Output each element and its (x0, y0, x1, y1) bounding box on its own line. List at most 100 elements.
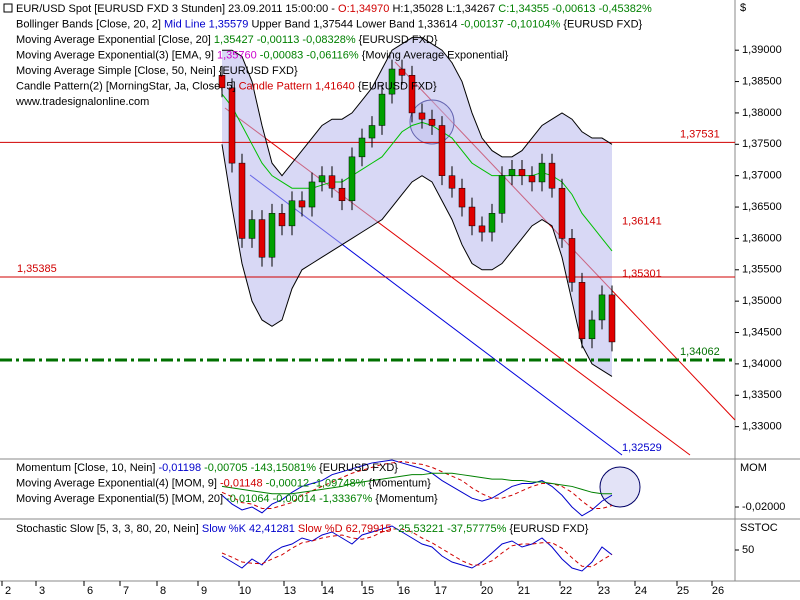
candle-body (588, 319, 596, 340)
legend-line: Candle Pattern(2) [MorningStar, Ja, Clos… (16, 80, 437, 92)
candle-body (478, 225, 486, 233)
candle-body (258, 219, 266, 258)
candle-body (318, 175, 326, 183)
candle-body (338, 187, 346, 202)
y-tick-label: 1,37500 (742, 138, 782, 150)
level-label: 1,32529 (622, 442, 662, 454)
legend-text: -0,01064 -0,00014 -1,33367% (226, 493, 372, 505)
legend-text: Moving Average Exponential [Close, 20] (16, 34, 214, 46)
y-tick-label: 50 (742, 544, 754, 556)
legend-text: -0,00137 -0,10104% (461, 18, 561, 30)
x-tick-label: 7 (123, 585, 129, 597)
candle-body (488, 213, 496, 233)
legend-text: Moving Average Exponential(3) [EMA, 9] (16, 49, 217, 61)
candle-body (568, 238, 576, 283)
legend-line: Moving Average Exponential [Close, 20] 1… (16, 34, 438, 46)
legend-text: {Momentum} (372, 493, 438, 505)
candle-body (578, 282, 586, 340)
candle-body (278, 213, 286, 227)
y-tick-label: 1,34000 (742, 358, 782, 370)
level-label: 1,35301 (622, 268, 662, 280)
candle-body (558, 187, 566, 239)
candle-body (348, 156, 356, 202)
legend-text: {EURUSD FXD} (506, 523, 588, 535)
candle-body (218, 75, 226, 89)
legend-line: Moving Average Exponential(3) [EMA, 9] 1… (16, 49, 509, 61)
x-tick-label: 3 (39, 585, 45, 597)
legend-line: Momentum [Close, 10, Nein] -0,01198 -0,0… (16, 462, 398, 474)
y-tick-label: 1,35500 (742, 264, 782, 276)
candle-body (358, 137, 366, 158)
legend-text: Stochastic Slow [5, 3, 3, 80, 20, Nein] (16, 523, 202, 535)
y-tick-label: 1,36500 (742, 201, 782, 213)
level-label: 1,35385 (17, 263, 57, 275)
candle-body (508, 169, 516, 176)
legend-text: 1,35427 -0,00113 -0,08328% (214, 34, 356, 46)
legend-text: {EURUSD FXD} (355, 80, 437, 92)
level-label: 1,34062 (680, 346, 720, 358)
candle-body (228, 87, 236, 164)
axis-label: $ (740, 2, 746, 14)
legend-icon (3, 3, 13, 13)
legend-line: Stochastic Slow [5, 3, 3, 80, 20, Nein] … (16, 523, 589, 535)
legend-line: EUR/USD Spot [EURUSD FXD 3 Stunden] 23.0… (16, 3, 652, 15)
candle-body (458, 187, 466, 208)
candle-body (288, 200, 296, 227)
legend-line: www.tradesignalonline.com (15, 96, 149, 108)
legend-text: www.tradesignalonline.com (15, 96, 149, 108)
x-tick-label: 14 (322, 585, 334, 597)
y-tick-label: -0,02000 (742, 501, 785, 513)
y-tick-label: 1,34500 (742, 326, 782, 338)
legend-text: {Momentum} (365, 477, 431, 489)
legend-text: {EURUSD FXD} (356, 34, 438, 46)
y-tick-label: 1,36000 (742, 232, 782, 244)
axis-label: MOM (740, 462, 767, 474)
legend-text: Candle Pattern(2) [MorningStar, Ja, Clos… (16, 80, 239, 92)
candle-body (408, 75, 416, 114)
legend-text: Candle Pattern 1,41640 (239, 80, 355, 92)
y-tick-label: 1,37000 (742, 170, 782, 182)
y-tick-label: 1,33000 (742, 421, 782, 433)
x-tick-label: 2 (5, 585, 11, 597)
indicator-line (221, 144, 613, 377)
legend-text: Momentum [Close, 10, Nein] (16, 462, 158, 474)
legend-text: -0,01148 (220, 477, 263, 489)
candle-body (308, 181, 316, 208)
candle-body (548, 162, 556, 189)
indicator-line (221, 459, 613, 517)
x-tick-label: 26 (712, 585, 724, 597)
candle-body (428, 118, 436, 126)
candle-body (368, 125, 376, 139)
legend-text: {EURUSD FXD} (316, 462, 398, 474)
indicator-line (222, 37, 613, 177)
candle-body (298, 200, 306, 208)
indicator-line (221, 528, 613, 568)
x-tick-label: 24 (635, 585, 647, 597)
candle-body (498, 175, 506, 214)
x-tick-label: 21 (518, 585, 530, 597)
x-tick-label: 17 (435, 585, 447, 597)
indicator-line (221, 472, 612, 495)
x-tick-label: 6 (87, 585, 93, 597)
x-tick-label: 23 (598, 585, 610, 597)
legend-text: C:1,34355 -0,00613 -0,45382% (498, 3, 652, 15)
legend-text: -0,00012 -1,09748% (263, 477, 366, 489)
y-tick-label: 1,35000 (742, 295, 782, 307)
legend-line: Bollinger Bands [Close, 20, 2] Mid Line … (16, 18, 643, 30)
candle-body (238, 162, 246, 239)
candle-body (538, 162, 546, 183)
level-label: 1,36141 (622, 215, 662, 227)
legend-text: Moving Average Simple [Close, 50, Nein] … (16, 65, 298, 77)
legend-text: 1,35760 (217, 49, 257, 61)
x-tick-label: 8 (160, 585, 166, 597)
legend-text: -0,00705 -143,15081% (201, 462, 316, 474)
y-tick-label: 1,38500 (742, 75, 782, 87)
y-tick-label: 1,38000 (742, 107, 782, 119)
legend-text: Mid Line 1,35579 (164, 18, 248, 30)
axis-label: SSTOC (740, 522, 778, 534)
x-tick-label: 25 (677, 585, 689, 597)
x-tick-label: 15 (362, 585, 374, 597)
legend-text: O:1,34970 (338, 3, 389, 15)
legend-text: Moving Average Exponential(4) [MOM, 9] (16, 477, 220, 489)
